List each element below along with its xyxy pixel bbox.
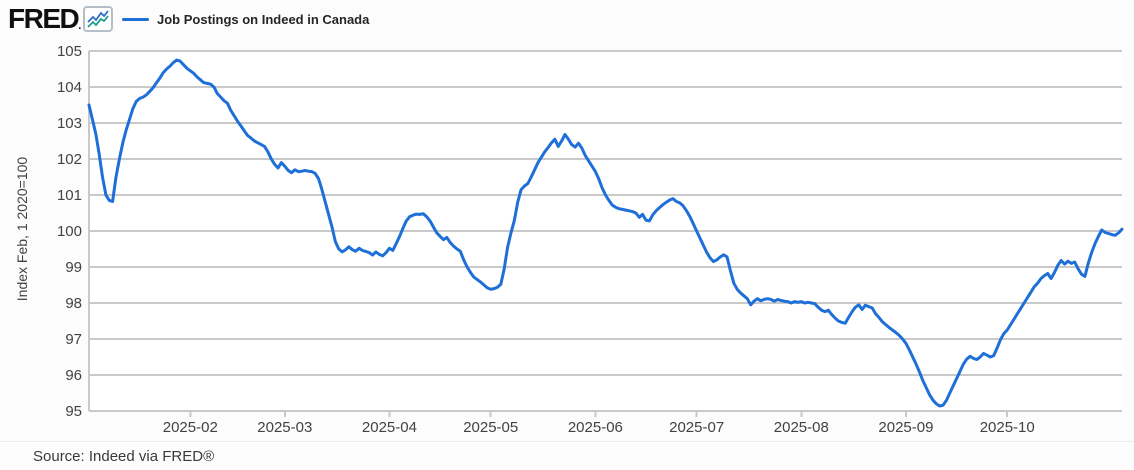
y-tick-label: 100: [57, 223, 82, 240]
y-tick-label: 105: [57, 43, 82, 60]
x-tick-label: 2025-03: [257, 419, 312, 436]
chart-header: FRED . Job Postings on Indeed in Canada: [0, 0, 1134, 40]
source-text: Source: Indeed via FRED®: [33, 448, 215, 465]
y-tick-label: 101: [57, 187, 82, 204]
y-tick-label: 97: [65, 331, 82, 348]
chart-footer: Source: Indeed via FRED®: [0, 441, 1134, 470]
x-tick-label: 2025-07: [669, 419, 724, 436]
fred-logo-text: FRED: [8, 3, 80, 34]
y-tick-label: 104: [57, 79, 82, 96]
y-tick-label: 102: [57, 151, 82, 168]
legend-line-swatch: [122, 18, 149, 21]
fred-logo-chart-icon: [83, 6, 114, 32]
data-series-line[interactable]: [87, 58, 1124, 408]
legend-label: Job Postings on Indeed in Canada: [157, 12, 370, 27]
y-tick-label: 98: [65, 295, 82, 312]
x-tick-label: 2025-10: [980, 419, 1035, 436]
x-tick-label: 2025-09: [878, 419, 933, 436]
y-tick-label: 103: [57, 115, 82, 132]
fred-logo-mark: .: [78, 20, 82, 32]
x-tick-label: 2025-08: [774, 419, 829, 436]
y-tick-label: 96: [65, 367, 82, 384]
x-tick-label: 2025-05: [463, 419, 518, 436]
x-tick-label: 2025-06: [568, 419, 623, 436]
x-tick-label: 2025-02: [163, 419, 218, 436]
legend-item[interactable]: Job Postings on Indeed in Canada: [122, 12, 369, 27]
y-axis-title: Index Feb, 1 2020=100: [14, 156, 30, 302]
y-tick-label: 99: [65, 259, 82, 276]
fred-logo[interactable]: FRED .: [8, 3, 114, 34]
x-tick-label: 2025-04: [362, 419, 417, 436]
y-tick-label: 95: [65, 403, 82, 420]
